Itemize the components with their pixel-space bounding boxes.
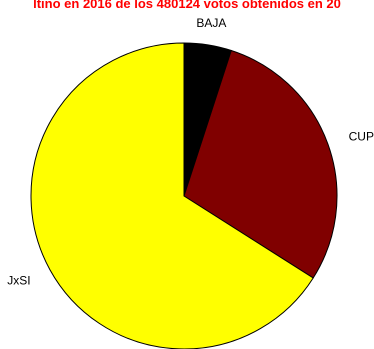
pie-labels: BAJA CUP JxSI xyxy=(7,16,374,287)
pie-label-jxsi: JxSI xyxy=(7,273,30,287)
pie-slice-jxsi xyxy=(30,42,314,349)
pie-label-cup: CUP xyxy=(349,130,374,144)
chart-title: ltino en 2016 de los 480124 votos obteni… xyxy=(33,0,341,11)
pie-slices xyxy=(30,42,338,349)
pie-slice-cup xyxy=(183,49,338,279)
pie-label-baja: BAJA xyxy=(196,16,226,30)
